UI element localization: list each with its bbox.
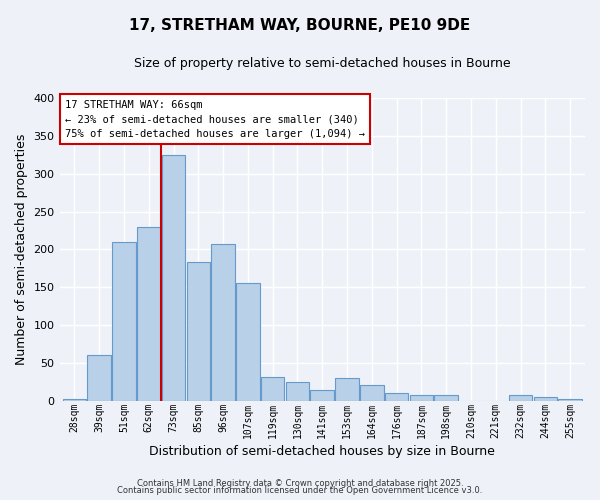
Bar xyxy=(261,378,284,401)
Bar xyxy=(88,356,111,401)
Title: Size of property relative to semi-detached houses in Bourne: Size of property relative to semi-detach… xyxy=(134,58,511,70)
Bar xyxy=(310,390,334,401)
Bar xyxy=(62,400,86,401)
Bar xyxy=(236,283,260,401)
X-axis label: Distribution of semi-detached houses by size in Bourne: Distribution of semi-detached houses by … xyxy=(149,444,495,458)
Bar xyxy=(434,395,458,401)
Y-axis label: Number of semi-detached properties: Number of semi-detached properties xyxy=(15,134,28,365)
Bar xyxy=(137,227,161,401)
Bar xyxy=(335,378,359,401)
Bar xyxy=(410,395,433,401)
Text: Contains HM Land Registry data © Crown copyright and database right 2025.: Contains HM Land Registry data © Crown c… xyxy=(137,478,463,488)
Bar xyxy=(509,395,532,401)
Bar xyxy=(211,244,235,401)
Bar xyxy=(559,400,582,401)
Bar xyxy=(286,382,309,401)
Bar xyxy=(162,155,185,401)
Bar xyxy=(187,262,210,401)
Bar xyxy=(385,392,409,401)
Text: Contains public sector information licensed under the Open Government Licence v3: Contains public sector information licen… xyxy=(118,486,482,495)
Bar xyxy=(360,385,383,401)
Text: 17, STRETHAM WAY, BOURNE, PE10 9DE: 17, STRETHAM WAY, BOURNE, PE10 9DE xyxy=(130,18,470,32)
Bar xyxy=(112,242,136,401)
Bar xyxy=(533,397,557,401)
Text: 17 STRETHAM WAY: 66sqm
← 23% of semi-detached houses are smaller (340)
75% of se: 17 STRETHAM WAY: 66sqm ← 23% of semi-det… xyxy=(65,100,365,139)
